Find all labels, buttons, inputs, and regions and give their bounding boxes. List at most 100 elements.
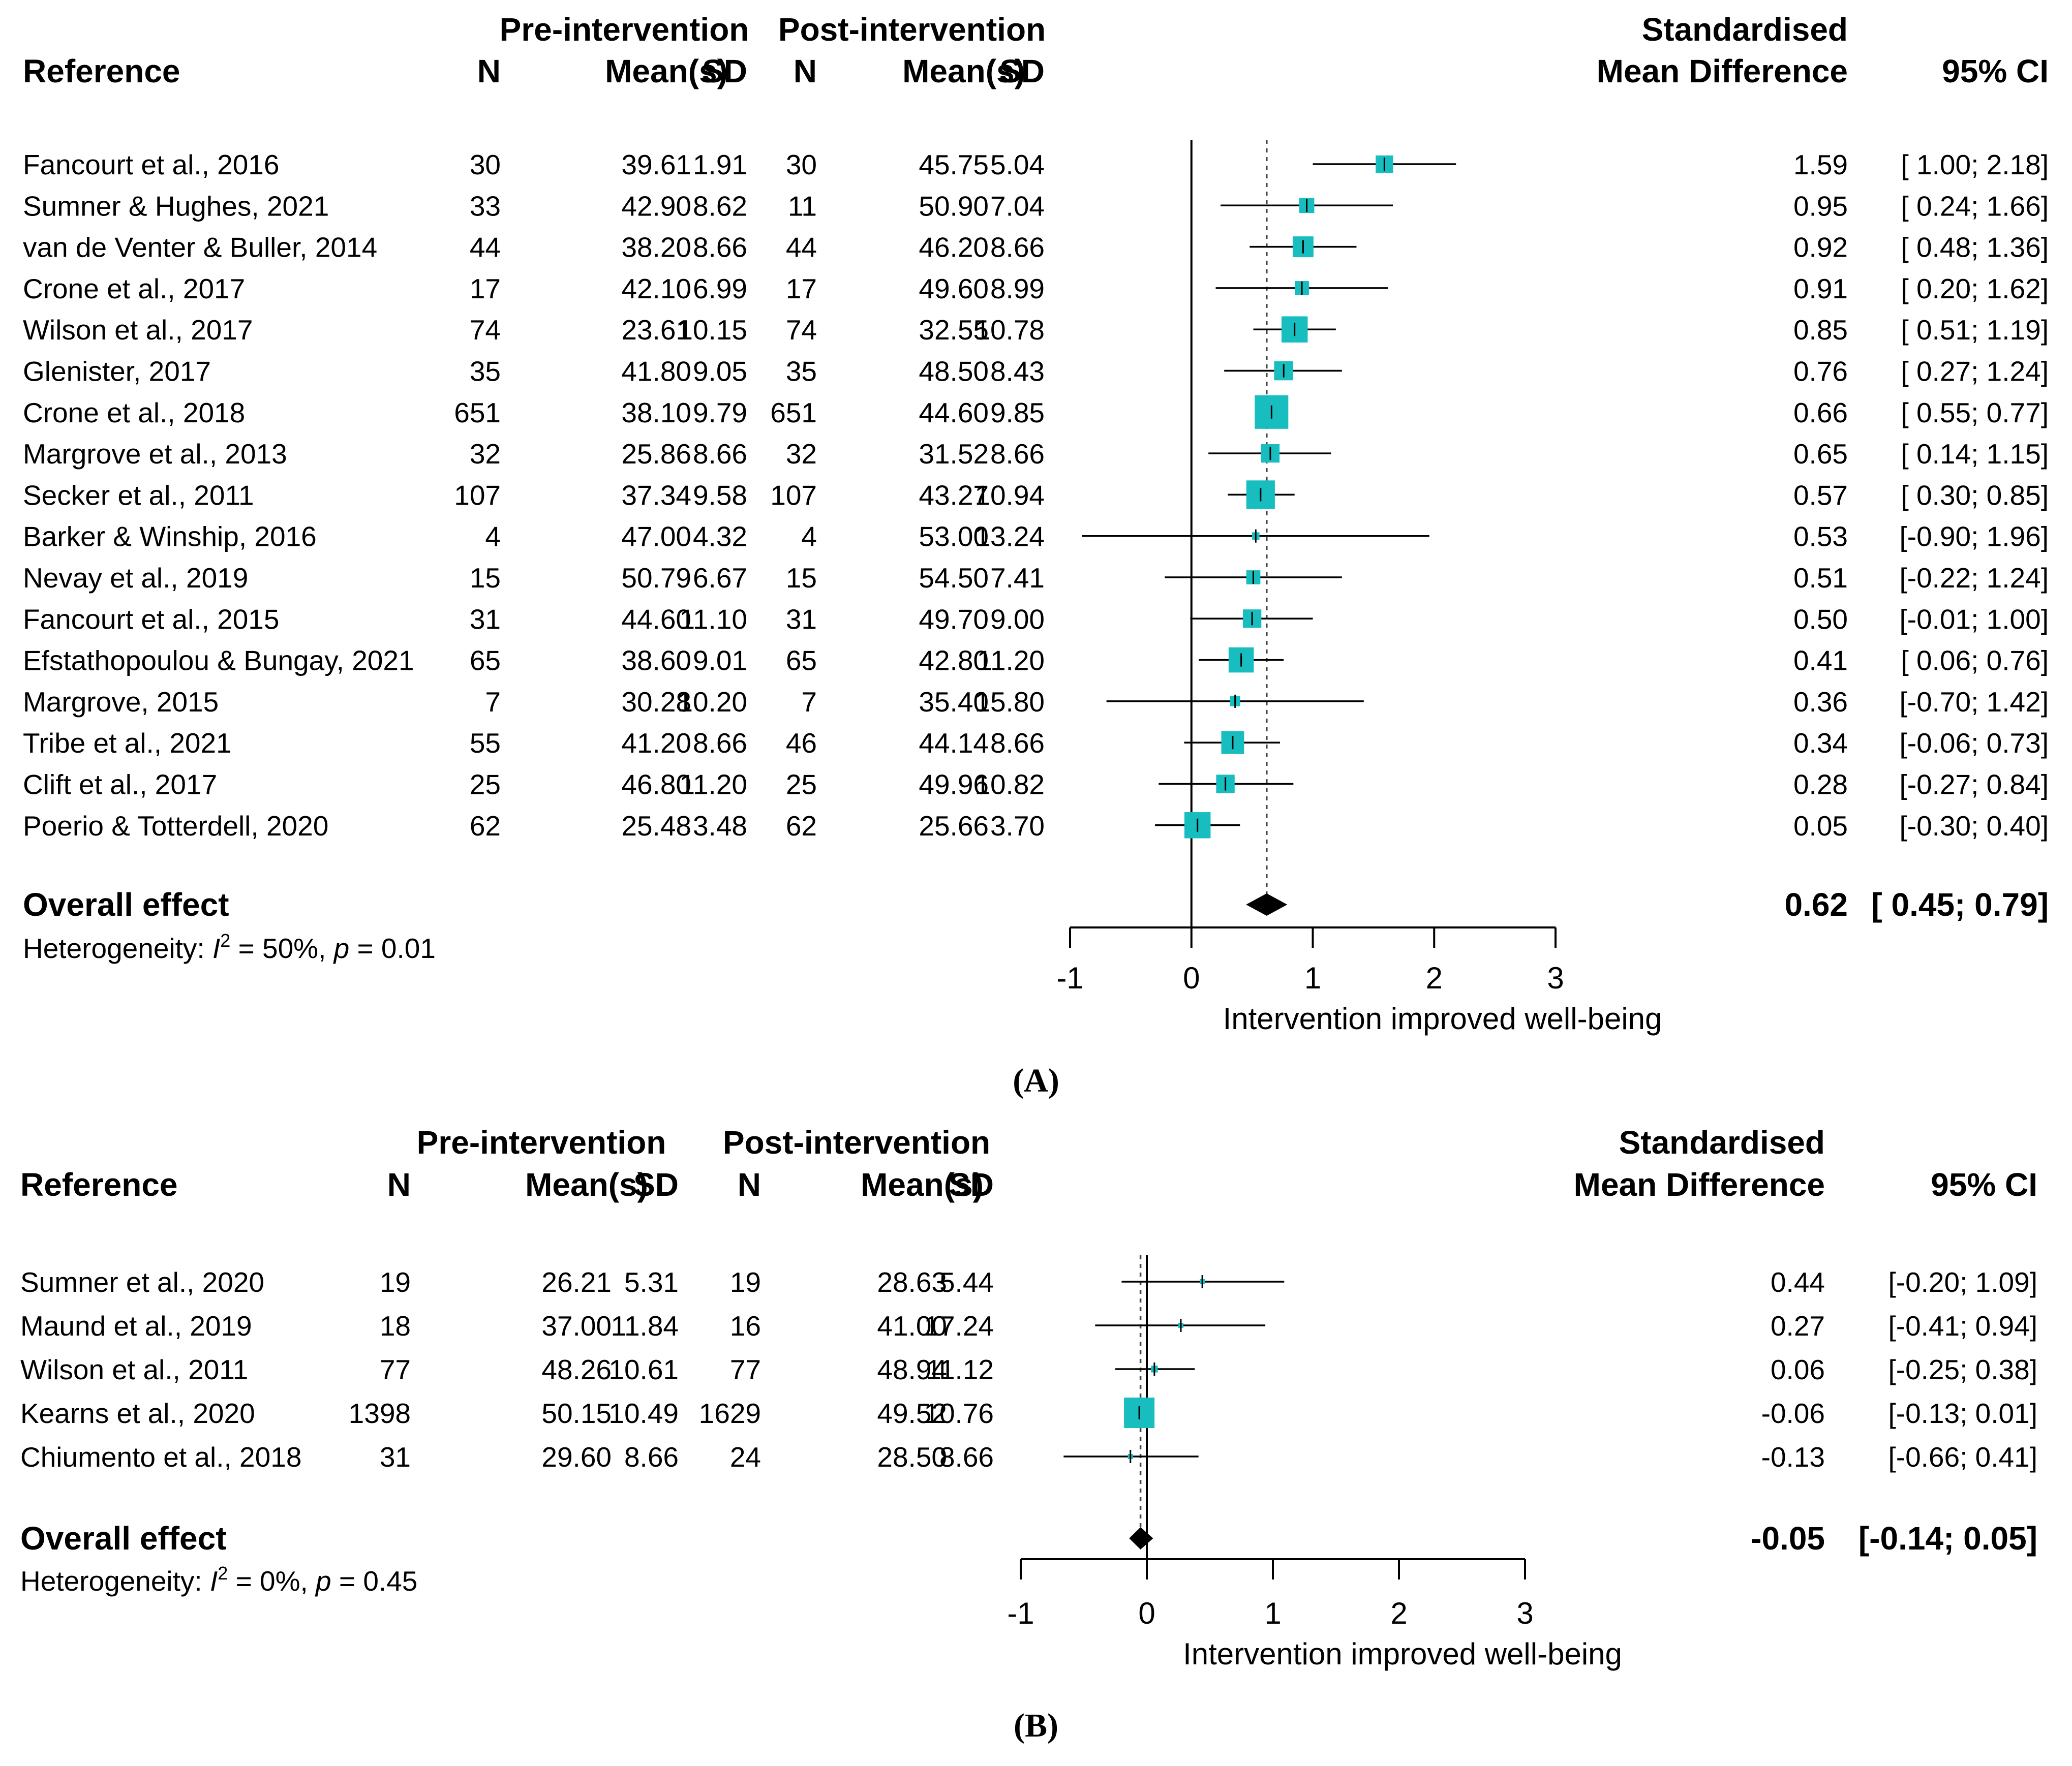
pre-mean-value: 41.20	[621, 727, 691, 759]
x-axis-title: Intervention improved well-being	[1223, 1002, 1662, 1036]
study-name: Fancourt et al., 2016	[23, 149, 279, 180]
smd-value: 0.53	[1793, 521, 1848, 552]
post-n-value: 74	[786, 314, 817, 346]
study-name: Margrove et al., 2013	[23, 438, 287, 470]
pre-mean-value: 25.48	[621, 810, 691, 842]
post-mean-value: 44.14	[919, 727, 989, 759]
smd-value: 0.27	[1771, 1310, 1825, 1342]
smd-value: 0.51	[1793, 562, 1848, 594]
header-n-post: N	[738, 1166, 761, 1203]
post-sd-value: 11.20	[977, 645, 1045, 676]
post-sd-value: 17.24	[924, 1310, 994, 1342]
post-mean-value: 54.50	[919, 562, 989, 594]
smd-value: 0.50	[1793, 603, 1848, 635]
post-n-value: 15	[786, 562, 817, 594]
smd-value: 0.34	[1793, 727, 1848, 759]
ci-value: [ 0.27; 1.24]	[1901, 356, 2049, 387]
overall-effect-diamond	[1246, 893, 1288, 916]
pre-n-value: 55	[470, 727, 501, 759]
pre-n-value: 62	[470, 810, 501, 842]
x-axis-tick-label: 2	[1426, 961, 1443, 995]
post-mean-value: 25.66	[919, 810, 989, 842]
post-sd-value: 7.41	[990, 562, 1045, 594]
smd-value: -0.06	[1761, 1398, 1825, 1429]
study-name: Poerio & Totterdell, 2020	[23, 810, 328, 842]
smd-value: 0.85	[1793, 314, 1848, 346]
post-sd-value: 8.66	[990, 232, 1045, 263]
study-name: Maund et al., 2019	[20, 1310, 252, 1342]
pre-mean-value: 48.26	[541, 1354, 612, 1385]
post-mean-value: 28.63	[877, 1266, 947, 1298]
heterogeneity-superscript: 2	[218, 1563, 228, 1584]
header-smd-line1: Standardised	[1642, 11, 1848, 48]
pre-n-value: 1398	[349, 1398, 411, 1429]
overall-effect-diamond	[1129, 1527, 1153, 1550]
post-n-value: 7	[801, 686, 817, 718]
header-pre-intervention: Pre-intervention	[417, 1124, 666, 1161]
post-mean-value: 42.80	[919, 645, 989, 676]
pre-mean-value: 47.00	[621, 521, 691, 552]
ci-value: [ 0.30; 0.85]	[1901, 479, 2049, 511]
ci-value: [-0.20; 1.09]	[1888, 1266, 2037, 1298]
x-axis-tick-label: 2	[1390, 1596, 1407, 1630]
post-mean-value: 45.75	[919, 149, 989, 180]
pre-mean-value: 26.21	[541, 1266, 612, 1298]
pre-sd-value: 4.32	[693, 521, 747, 552]
smd-value: 0.76	[1793, 356, 1848, 387]
post-n-value: 11	[788, 190, 817, 222]
overall-effect-label: Overall effect	[20, 1520, 227, 1557]
heterogeneity-prefix: Heterogeneity:	[20, 1565, 210, 1597]
post-n-value: 77	[730, 1354, 761, 1385]
heterogeneity-p-value: = 0.45	[331, 1565, 418, 1597]
ci-value: [-0.66; 0.41]	[1888, 1441, 2037, 1473]
smd-value: 0.28	[1793, 769, 1848, 800]
x-axis-tick-label: 1	[1264, 1596, 1281, 1630]
smd-value: 0.41	[1793, 645, 1848, 676]
post-mean-value: 46.20	[919, 232, 989, 263]
pre-n-value: 31	[470, 603, 501, 635]
post-sd-value: 3.70	[990, 810, 1045, 842]
pre-sd-value: 8.66	[693, 232, 747, 263]
forest-plot-panel-b: Reference Pre-intervention Post-interventi…	[20, 1124, 2037, 1744]
ci-value: [-0.22; 1.24]	[1899, 562, 2049, 594]
post-n-value: 24	[730, 1441, 761, 1473]
smd-value: 1.59	[1793, 149, 1848, 180]
header-mean-post: Mean(s)	[902, 53, 1025, 89]
ci-value: [-0.30; 0.40]	[1899, 810, 2049, 842]
ci-value: [-0.27; 0.84]	[1899, 769, 2049, 800]
forest-plot-panel-a: Reference Pre-intervention Post-interventi…	[23, 11, 2049, 1099]
study-name: Nevay et al., 2019	[23, 562, 248, 594]
study-name: Fancourt et al., 2015	[23, 603, 279, 635]
post-sd-value: 9.85	[990, 397, 1045, 428]
post-mean-value: 49.96	[919, 769, 989, 800]
x-axis-tick-label: -1	[1056, 961, 1083, 995]
heterogeneity-i-symbol: I	[210, 1565, 218, 1597]
post-sd-value: 10.82	[974, 769, 1045, 800]
smd-value: 0.65	[1793, 438, 1848, 470]
pre-mean-value: 37.00	[541, 1310, 612, 1342]
ci-value: [-0.01; 1.00]	[1899, 603, 2049, 635]
post-sd-value: 11.12	[926, 1354, 994, 1385]
pre-sd-value: 6.99	[693, 273, 747, 304]
study-name: Barker & Winship, 2016	[23, 521, 317, 552]
pre-sd-value: 10.15	[677, 314, 747, 346]
post-sd-value: 5.04	[990, 149, 1045, 180]
pre-sd-value: 11.20	[679, 769, 747, 800]
pre-sd-value: 11.10	[679, 603, 747, 635]
pre-mean-value: 46.80	[621, 769, 691, 800]
post-n-value: 17	[786, 273, 817, 304]
header-ci: 95% CI	[1942, 53, 2049, 89]
post-n-value: 107	[770, 479, 817, 511]
header-sd-post: SD	[999, 53, 1045, 89]
post-mean-value: 32.55	[919, 314, 989, 346]
study-name: Chiumento et al., 2018	[20, 1441, 301, 1473]
post-n-value: 62	[786, 810, 817, 842]
post-sd-value: 8.43	[990, 356, 1045, 387]
pre-n-value: 19	[380, 1266, 411, 1298]
header-n-post: N	[794, 53, 817, 89]
heterogeneity-i-symbol: I	[212, 933, 220, 964]
pre-n-value: 25	[470, 769, 501, 800]
overall-effect-label: Overall effect	[23, 886, 229, 923]
pre-n-value: 651	[454, 397, 501, 428]
study-name: Crone et al., 2018	[23, 397, 245, 428]
